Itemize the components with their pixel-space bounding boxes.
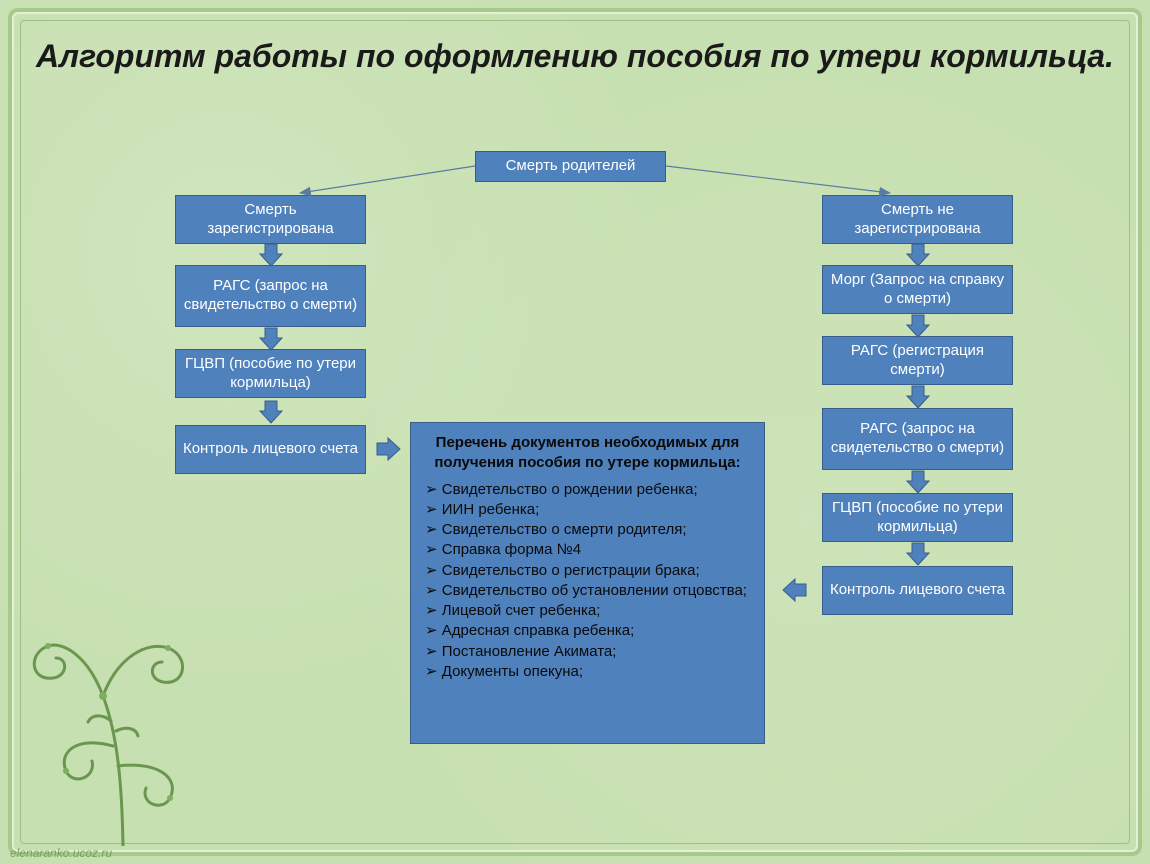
watermark: elenaranko.ucoz.ru bbox=[10, 846, 112, 860]
plant-decoration bbox=[18, 586, 228, 846]
node-root: Смерть родителей bbox=[475, 151, 666, 182]
node-r5: ГЦВП (пособие по утери кормильца) bbox=[822, 493, 1013, 542]
documents-item: Свидетельство о регистрации брака; bbox=[425, 561, 750, 581]
node-r6: Контроль лицевого счета bbox=[822, 566, 1013, 615]
node-r1: Смерть не зарегистрирована bbox=[822, 195, 1013, 244]
documents-item: Постановление Акимата; bbox=[425, 642, 750, 662]
node-l1: Смерть зарегистрирована bbox=[175, 195, 366, 244]
node-r3: РАГС (регистрация смерти) bbox=[822, 336, 1013, 385]
documents-heading: Перечень документов необходимых для полу… bbox=[425, 433, 750, 474]
documents-list: Свидетельство о рождении ребенка;ИИН реб… bbox=[425, 480, 750, 683]
slide-title: Алгоритм работы по оформлению пособия по… bbox=[0, 36, 1150, 76]
node-r4: РАГС (запрос на свидетельство о смерти) bbox=[822, 408, 1013, 470]
documents-box: Перечень документов необходимых для полу… bbox=[410, 422, 765, 744]
documents-item: Справка форма №4 bbox=[425, 540, 750, 560]
node-l4: Контроль лицевого счета bbox=[175, 425, 366, 474]
node-l2: РАГС (запрос на свидетельство о смерти) bbox=[175, 265, 366, 327]
documents-item: Свидетельство о смерти родителя; bbox=[425, 520, 750, 540]
documents-item: Документы опекуна; bbox=[425, 662, 750, 682]
documents-item: ИИН ребенка; bbox=[425, 500, 750, 520]
node-l3: ГЦВП (пособие по утери кормильца) bbox=[175, 349, 366, 398]
documents-item: Адресная справка ребенка; bbox=[425, 621, 750, 641]
documents-item: Свидетельство о рождении ребенка; bbox=[425, 480, 750, 500]
node-r2: Морг (Запрос на справку о смерти) bbox=[822, 265, 1013, 314]
slide: Алгоритм работы по оформлению пособия по… bbox=[0, 0, 1150, 864]
documents-item: Лицевой счет ребенка; bbox=[425, 601, 750, 621]
documents-item: Свидетельство об установлении отцовства; bbox=[425, 581, 750, 601]
